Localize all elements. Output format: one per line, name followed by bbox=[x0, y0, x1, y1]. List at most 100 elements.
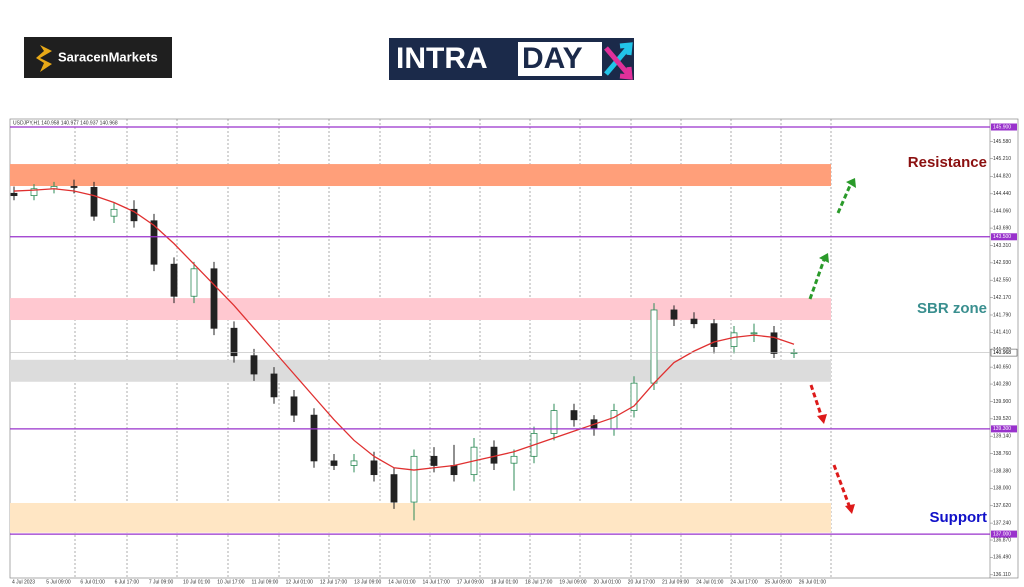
logo-inner bbox=[518, 42, 602, 76]
y-tick-label: 136.110 bbox=[993, 572, 1011, 578]
candle-body bbox=[390, 474, 398, 503]
x-tick-label: 24 Jul 17:00 bbox=[730, 579, 757, 585]
y-tick-label: 139.900 bbox=[993, 399, 1011, 405]
x-tick-label: 17 Jul 09:00 bbox=[457, 579, 484, 585]
brand-icon bbox=[36, 45, 52, 72]
candle-body bbox=[510, 455, 518, 464]
candle-body bbox=[90, 186, 98, 217]
y-tick-label: 137.240 bbox=[993, 520, 1011, 526]
candle-body bbox=[230, 327, 238, 357]
candle-body bbox=[630, 382, 638, 411]
candle-body bbox=[30, 188, 38, 197]
level-label: 145.900 bbox=[993, 124, 1011, 130]
x-tick-label: 14 Jul 17:00 bbox=[423, 579, 450, 585]
candle-body bbox=[710, 323, 718, 347]
x-tick-label: 20 Jul 01:00 bbox=[594, 579, 621, 585]
y-tick-label: 136.490 bbox=[993, 555, 1011, 561]
brand-name: SaracenMarkets bbox=[58, 49, 158, 64]
candle-body bbox=[770, 332, 778, 354]
x-tick-label: 12 Jul 17:00 bbox=[320, 579, 347, 585]
y-tick-label: 136.870 bbox=[993, 537, 1011, 543]
candle-body bbox=[210, 268, 218, 329]
candle-body bbox=[330, 460, 338, 466]
zone bbox=[10, 359, 831, 382]
zone bbox=[10, 298, 831, 321]
candle-body bbox=[170, 263, 178, 297]
symbol-header: USDJPY,H1 140.958 140.977 140.937 140.96… bbox=[13, 120, 118, 126]
candle-body bbox=[650, 309, 658, 384]
current-price-label: 140.968 bbox=[993, 350, 1011, 356]
y-tick-label: 138.380 bbox=[993, 468, 1011, 474]
y-tick-label: 145.580 bbox=[993, 139, 1011, 145]
x-tick-label: 7 Jul 09:00 bbox=[149, 579, 174, 585]
brand-box bbox=[24, 37, 172, 78]
level-label: 137.000 bbox=[993, 531, 1011, 537]
x-tick-label: 18 Jul 01:00 bbox=[491, 579, 518, 585]
y-tick-label: 141.410 bbox=[993, 330, 1011, 336]
arrow-head bbox=[817, 414, 827, 424]
x-tick-label: 19 Jul 09:00 bbox=[559, 579, 586, 585]
logo-left: INTRA bbox=[396, 42, 488, 75]
y-tick-label: 143.690 bbox=[993, 225, 1011, 231]
candle-body bbox=[130, 208, 138, 222]
y-tick-label: 144.440 bbox=[993, 191, 1011, 197]
candle-body bbox=[750, 332, 758, 335]
zone bbox=[10, 164, 831, 187]
arrow-down bbox=[832, 464, 852, 509]
x-tick-label: 26 Jul 01:00 bbox=[799, 579, 826, 585]
logo-arrow-down bbox=[604, 46, 633, 80]
brand-logo: SaracenMarkets bbox=[24, 37, 172, 78]
y-tick-label: 139.520 bbox=[993, 416, 1011, 422]
x-tick-label: 12 Jul 01:00 bbox=[286, 579, 313, 585]
y-tick-label: 145.210 bbox=[993, 156, 1011, 162]
y-tick-label: 144.820 bbox=[993, 174, 1011, 180]
session-separators bbox=[74, 119, 832, 578]
x-tick-label: 11 Jul 09:00 bbox=[251, 579, 278, 585]
intraday-logo: INTRA DAY bbox=[389, 38, 634, 80]
x-tick-label: 10 Jul 17:00 bbox=[217, 579, 244, 585]
candle-body bbox=[70, 186, 78, 188]
x-tick-label: 21 Jul 09:00 bbox=[662, 579, 689, 585]
level-label-box bbox=[991, 123, 1017, 131]
arrow-head bbox=[846, 178, 856, 188]
y-tick-label: 142.550 bbox=[993, 278, 1011, 284]
level-label-box bbox=[991, 530, 1017, 538]
y-tick-label: 140.280 bbox=[993, 381, 1011, 387]
arrow-up bbox=[836, 180, 854, 214]
x-tick-label: 24 Jul 01:00 bbox=[696, 579, 723, 585]
x-tick-label: 4 Jul 2023 bbox=[12, 579, 35, 585]
arrow-up bbox=[808, 256, 827, 300]
candle-body bbox=[190, 268, 198, 297]
zone-label: Resistance bbox=[908, 154, 987, 171]
y-tick-label: 143.310 bbox=[993, 243, 1011, 249]
x-tick-label: 6 Jul 01:00 bbox=[80, 579, 105, 585]
level-label: 139.300 bbox=[993, 426, 1011, 432]
y-tick-label: 142.170 bbox=[993, 295, 1011, 301]
candle-body bbox=[290, 396, 298, 416]
y-tick-label: 138.000 bbox=[993, 486, 1011, 492]
arrow-head bbox=[845, 504, 855, 514]
y-tick-label: 141.790 bbox=[993, 312, 1011, 318]
candle-body bbox=[350, 460, 358, 466]
candle-body bbox=[610, 410, 618, 430]
candle-body bbox=[150, 220, 158, 265]
logo-right: DAY bbox=[522, 42, 583, 75]
x-tick-label: 13 Jul 09:00 bbox=[354, 579, 381, 585]
moving-average bbox=[13, 188, 795, 471]
candle-body bbox=[310, 414, 318, 462]
x-tick-label: 20 Jul 17:00 bbox=[628, 579, 655, 585]
chart-frame bbox=[9, 118, 1019, 579]
candle-body bbox=[570, 410, 578, 421]
y-tick-label: 138.760 bbox=[993, 451, 1011, 457]
y-tick-label: 142.930 bbox=[993, 260, 1011, 266]
y-tick-label: 140.650 bbox=[993, 364, 1011, 370]
x-tick-label: 10 Jul 01:00 bbox=[183, 579, 210, 585]
x-tick-label: 5 Jul 09:00 bbox=[46, 579, 71, 585]
x-tick-label: 6 Jul 17:00 bbox=[115, 579, 140, 585]
y-tick-label: 139.140 bbox=[993, 434, 1011, 440]
candle-body bbox=[370, 460, 378, 476]
candle-body bbox=[110, 208, 118, 217]
arrow-down bbox=[809, 384, 824, 419]
